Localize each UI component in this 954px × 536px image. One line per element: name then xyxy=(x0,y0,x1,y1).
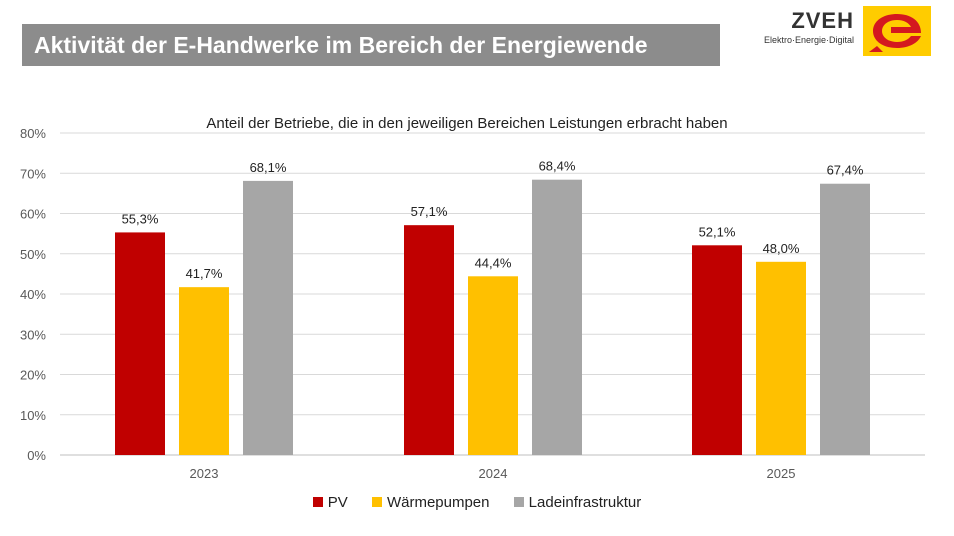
legend-item-pv: PV xyxy=(312,494,348,511)
bar xyxy=(756,261,806,455)
y-tick-label: 60% xyxy=(20,207,46,222)
data-label: 52,1% xyxy=(699,224,736,239)
y-tick-label: 0% xyxy=(27,448,46,463)
y-tick-label: 80% xyxy=(20,126,46,141)
bar xyxy=(115,232,165,455)
page-title: Aktivität der E-Handwerke im Bereich der… xyxy=(22,24,720,66)
legend-item-ladeinfrastruktur: Ladeinfrastruktur xyxy=(513,494,642,511)
legend-swatch-ladeinfrastruktur xyxy=(513,497,524,507)
zveh-logo-icon xyxy=(863,6,931,56)
data-label: 55,3% xyxy=(122,211,159,226)
data-label: 68,4% xyxy=(539,159,576,174)
chart-title: Anteil der Betriebe, die in den jeweilig… xyxy=(206,115,727,132)
legend-item-waermepumpen: Wärmepumpen xyxy=(371,494,490,511)
y-tick-label: 50% xyxy=(20,247,46,262)
logo-tagline: Elektro·Energie·Digital xyxy=(763,35,854,45)
y-tick-label: 40% xyxy=(20,287,46,302)
data-label: 68,1% xyxy=(250,160,287,175)
data-label: 48,0% xyxy=(763,241,800,256)
legend-swatch-waermepumpen xyxy=(371,497,382,507)
y-tick-label: 20% xyxy=(20,368,46,383)
legend-swatch-pv xyxy=(312,497,323,507)
bar-chart: Anteil der Betriebe, die in den jeweilig… xyxy=(20,115,925,481)
data-label: 41,7% xyxy=(186,266,223,281)
x-tick-label: 2025 xyxy=(767,466,796,481)
bar xyxy=(820,183,870,455)
logo-name: ZVEH xyxy=(791,8,854,33)
bar xyxy=(532,179,582,455)
data-label: 57,1% xyxy=(411,204,448,219)
legend-label-waermepumpen: Wärmepumpen xyxy=(386,494,490,511)
chart-legend: PV Wärmepumpen Ladeinfrastruktur xyxy=(0,494,954,511)
legend-label-ladeinfrastruktur: Ladeinfrastruktur xyxy=(528,494,642,511)
legend-label-pv: PV xyxy=(327,494,348,511)
zveh-logo: ZVEH Elektro·Energie·Digital xyxy=(748,6,933,58)
x-tick-label: 2023 xyxy=(190,466,219,481)
bar xyxy=(692,245,742,455)
bar xyxy=(179,287,229,455)
bar xyxy=(404,225,454,455)
x-tick-label: 2024 xyxy=(479,466,508,481)
bar xyxy=(468,276,518,455)
y-tick-label: 10% xyxy=(20,408,46,423)
y-tick-label: 70% xyxy=(20,166,46,181)
data-label: 44,4% xyxy=(475,255,512,270)
y-tick-label: 30% xyxy=(20,327,46,342)
bar xyxy=(243,180,293,455)
data-label: 67,4% xyxy=(827,163,864,178)
